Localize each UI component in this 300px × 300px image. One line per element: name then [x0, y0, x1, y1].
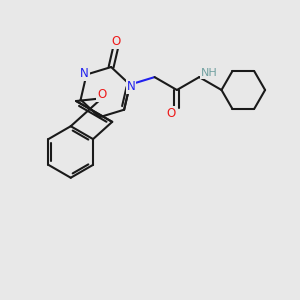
Text: O: O — [166, 107, 176, 120]
Text: O: O — [97, 88, 106, 101]
Text: NH: NH — [201, 68, 218, 78]
Text: N: N — [127, 80, 135, 93]
Text: O: O — [111, 35, 120, 48]
Text: N: N — [80, 67, 89, 80]
